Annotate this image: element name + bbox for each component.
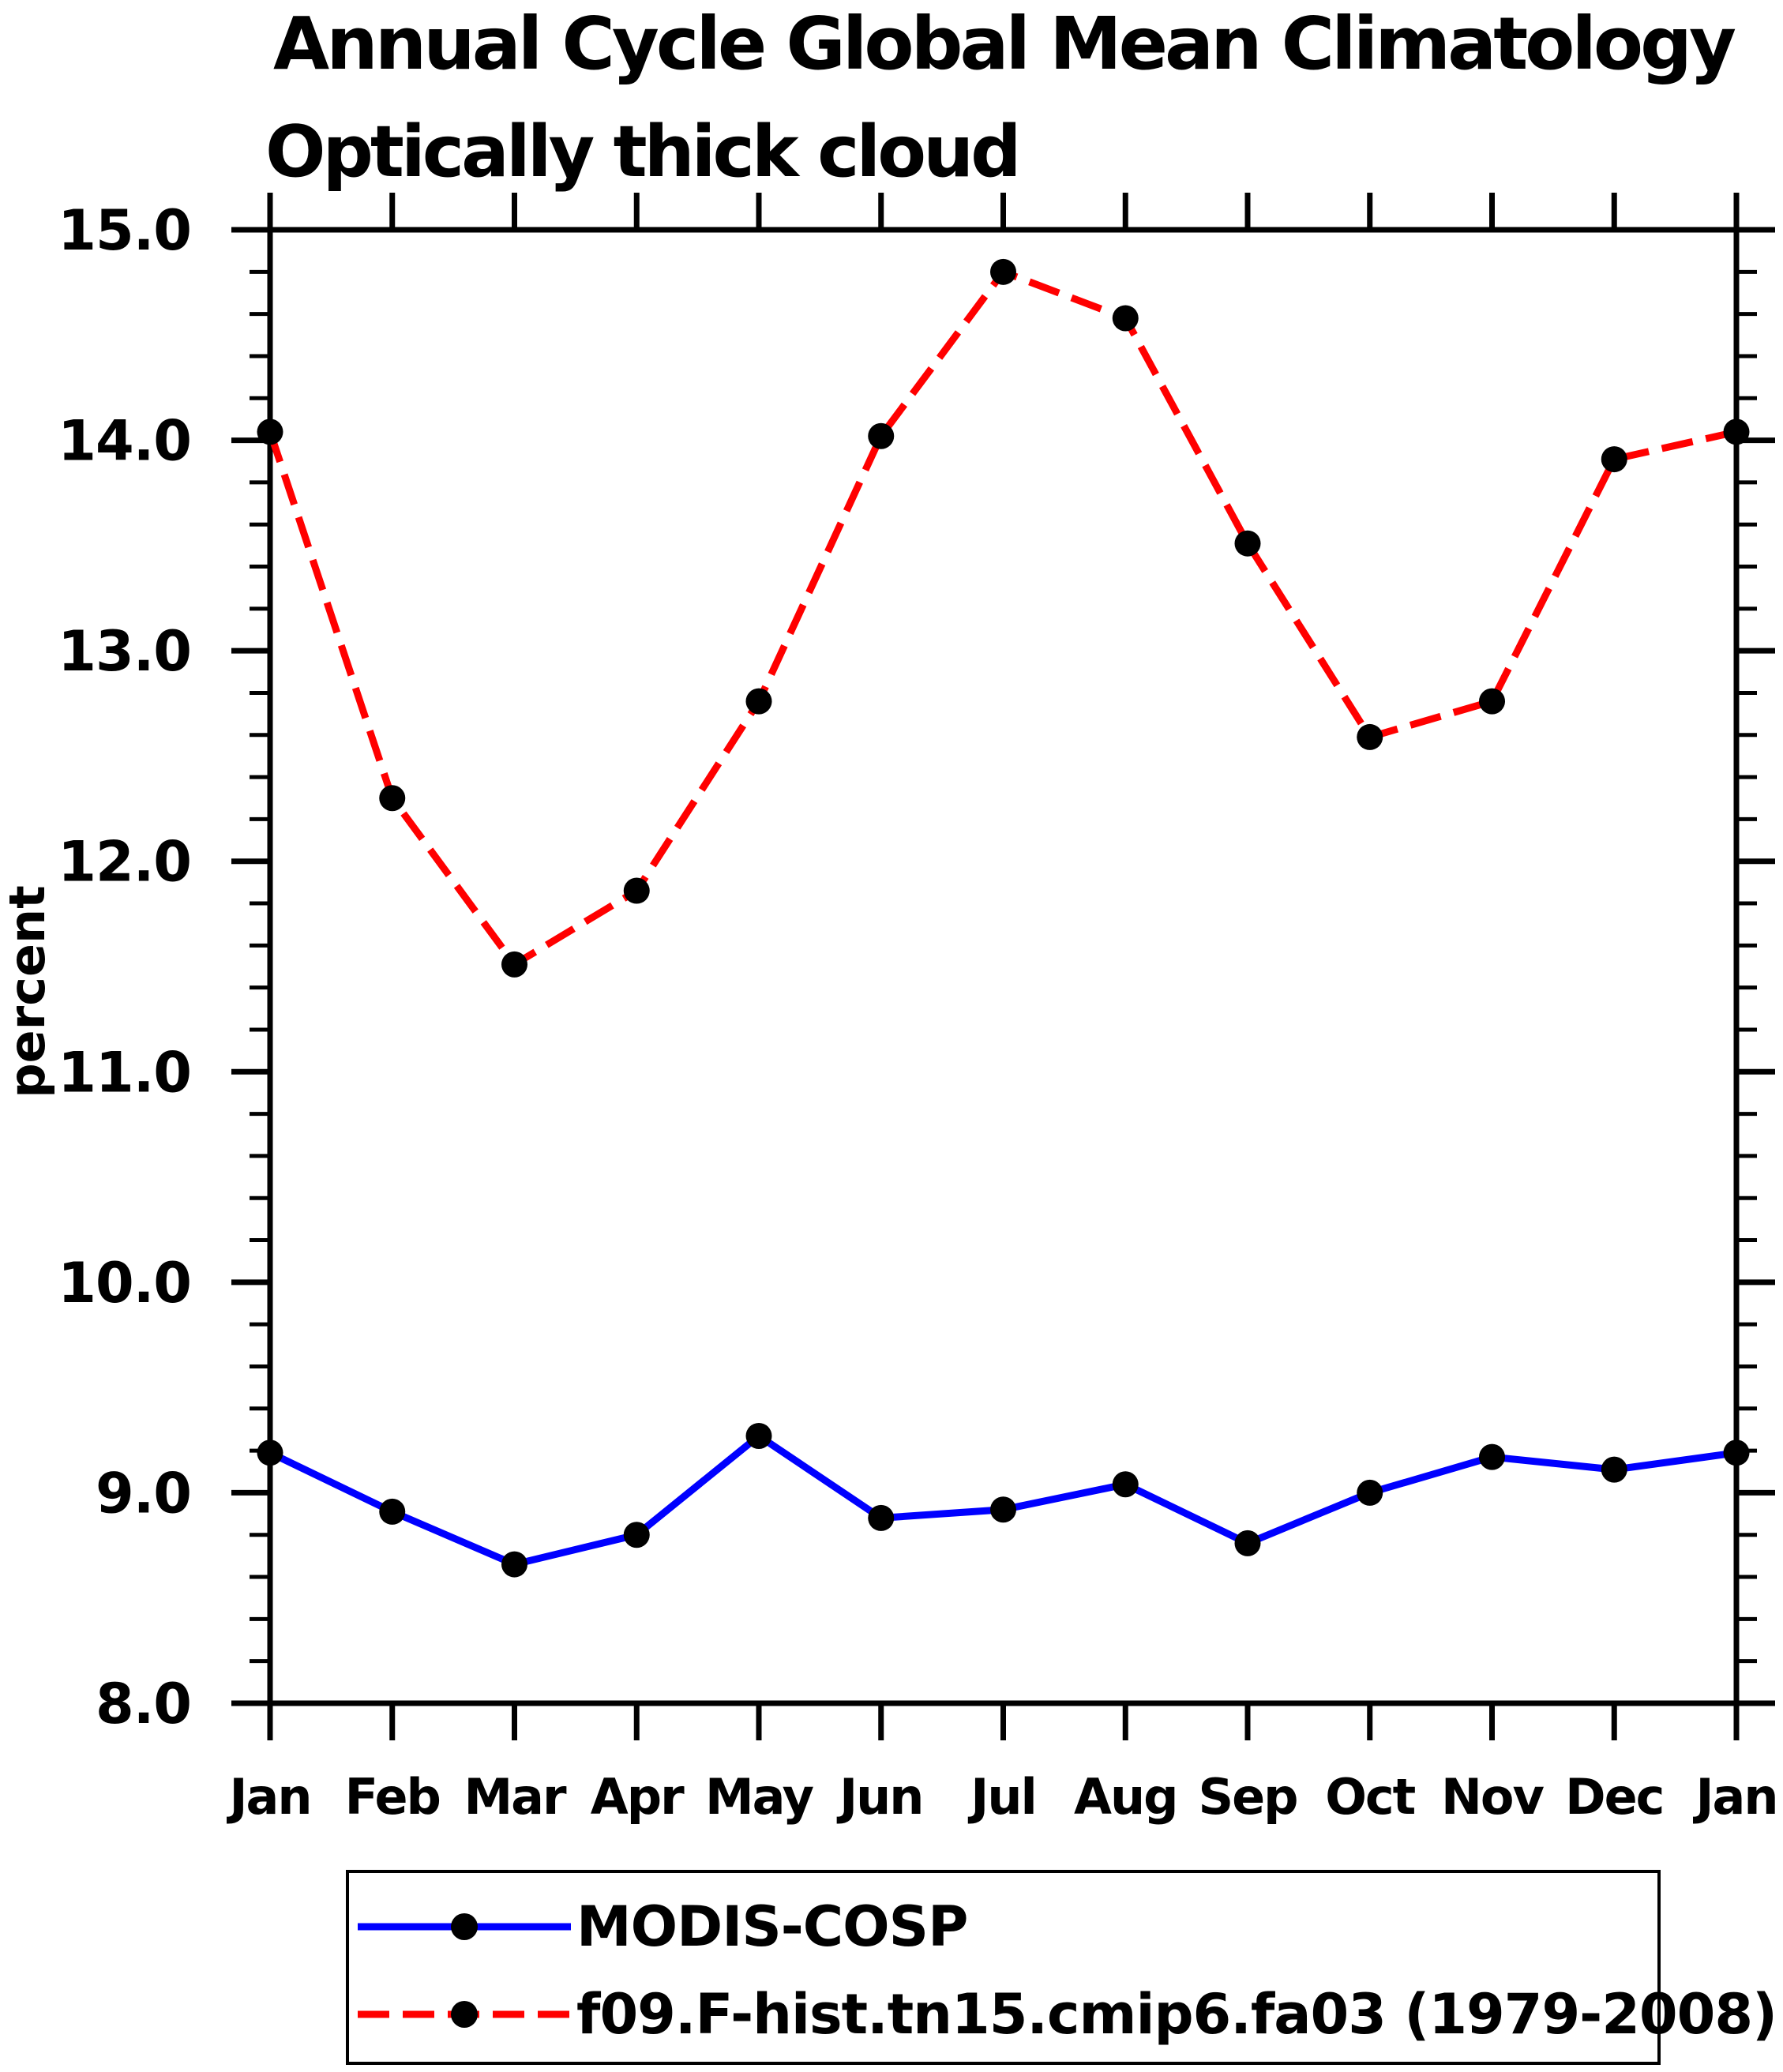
svg-text:Dec: Dec — [1565, 1768, 1663, 1826]
svg-text:Apr: Apr — [591, 1768, 685, 1826]
svg-text:11.0: 11.0 — [58, 1040, 191, 1105]
chart-subtitle: Optically thick cloud — [265, 111, 1022, 193]
legend-item-model-run: f09.F-hist.tn15.cmip6.fa03 (1979-2008) — [354, 1982, 1777, 2047]
svg-text:13.0: 13.0 — [58, 619, 191, 684]
svg-text:May: May — [705, 1768, 814, 1826]
svg-text:Mar: Mar — [464, 1768, 567, 1826]
legend-line-sample-blue — [358, 1913, 571, 1940]
svg-text:Jul: Jul — [967, 1768, 1035, 1826]
svg-text:Sep: Sep — [1198, 1768, 1297, 1826]
svg-text:10.0: 10.0 — [58, 1251, 191, 1316]
legend-label-model-run: f09.F-hist.tn15.cmip6.fa03 (1979-2008) — [576, 1982, 1777, 2047]
svg-text:Nov: Nov — [1441, 1768, 1544, 1826]
svg-text:Oct: Oct — [1325, 1768, 1415, 1826]
legend-item-modis-cosp: MODIS-COSP — [354, 1894, 968, 1959]
svg-text:8.0: 8.0 — [96, 1672, 191, 1736]
svg-text:Aug: Aug — [1074, 1768, 1177, 1826]
svg-text:Jun: Jun — [836, 1768, 922, 1826]
svg-text:Jan: Jan — [1692, 1768, 1777, 1826]
legend-line-sample-red — [358, 2001, 571, 2028]
svg-text:9.0: 9.0 — [96, 1461, 191, 1526]
legend-label-modis-cosp: MODIS-COSP — [576, 1894, 968, 1959]
legend: MODIS-COSP f09.F-hist.tn15.cmip6.fa03 (1… — [346, 1870, 1777, 2065]
svg-text:15.0: 15.0 — [58, 198, 191, 263]
svg-text:Jan: Jan — [226, 1768, 310, 1826]
svg-text:Feb: Feb — [345, 1768, 440, 1826]
chart-title: Annual Cycle Global Mean Climatology — [273, 2, 1736, 86]
svg-text:12.0: 12.0 — [58, 830, 191, 895]
svg-text:14.0: 14.0 — [58, 409, 191, 474]
